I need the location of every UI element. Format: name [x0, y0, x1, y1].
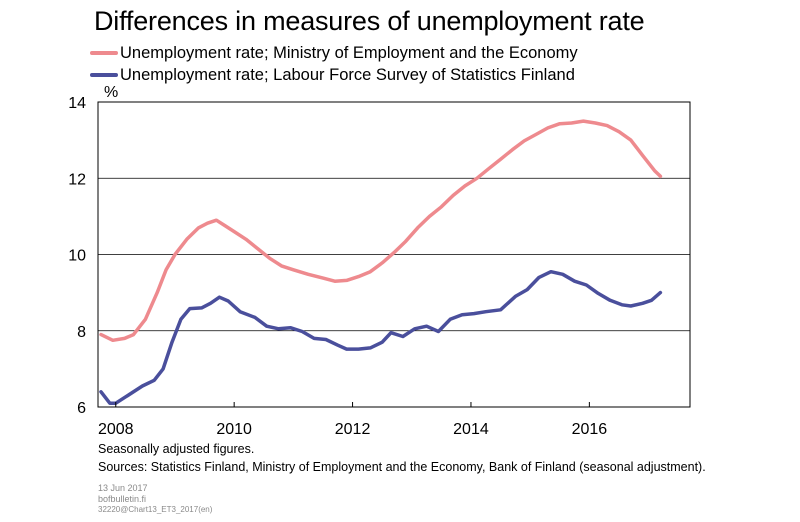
footnote-sources: Sources: Statistics Finland, Ministry of… — [98, 460, 706, 474]
x-tick-label-2016: 2016 — [572, 421, 608, 438]
y-tick-label-10: 10 — [68, 248, 86, 265]
site-name: bofbulletin.fi — [98, 494, 147, 504]
chart-code: 32220@Chart13_ET3_2017(en) — [98, 505, 213, 514]
series-line-ministry — [99, 119, 663, 343]
footnote-seasonal: Seasonally adjusted figures. — [98, 442, 255, 456]
plot-frame — [97, 101, 691, 408]
series-line-lfs — [99, 269, 663, 405]
x-tick-label-2012: 2012 — [335, 421, 371, 438]
y-axis-unit-label: % — [104, 84, 119, 101]
chart-canvas: 6 8 10 12 14 2008 2010 2012 2014 2016 — [68, 95, 691, 438]
x-tick-label-2010: 2010 — [216, 421, 252, 438]
y-tick-label-12: 12 — [68, 171, 86, 188]
x-axis-ticks: 2008 2010 2012 2014 2016 — [98, 402, 607, 438]
legend-swatch-lfs — [90, 73, 118, 77]
series-lines — [99, 119, 663, 405]
y-axis-ticks: 6 8 10 12 14 — [68, 95, 86, 417]
publication-date: 13 Jun 2017 — [98, 483, 148, 493]
legend-label-lfs: Unemployment rate; Labour Force Survey o… — [120, 65, 575, 84]
chart-title: Differences in measures of unemployment … — [94, 6, 645, 36]
x-tick-label-2008: 2008 — [98, 421, 134, 438]
legend: Unemployment rate; Ministry of Employmen… — [90, 42, 578, 86]
legend-item-ministry: Unemployment rate; Ministry of Employmen… — [90, 42, 578, 64]
legend-label-ministry: Unemployment rate; Ministry of Employmen… — [120, 43, 578, 62]
legend-swatch-ministry — [90, 51, 118, 55]
y-tick-label-14: 14 — [68, 95, 86, 112]
x-tick-label-2014: 2014 — [453, 421, 489, 438]
y-tick-label-6: 6 — [77, 400, 86, 417]
y-tick-label-8: 8 — [77, 324, 86, 341]
legend-item-lfs: Unemployment rate; Labour Force Survey o… — [90, 64, 578, 86]
